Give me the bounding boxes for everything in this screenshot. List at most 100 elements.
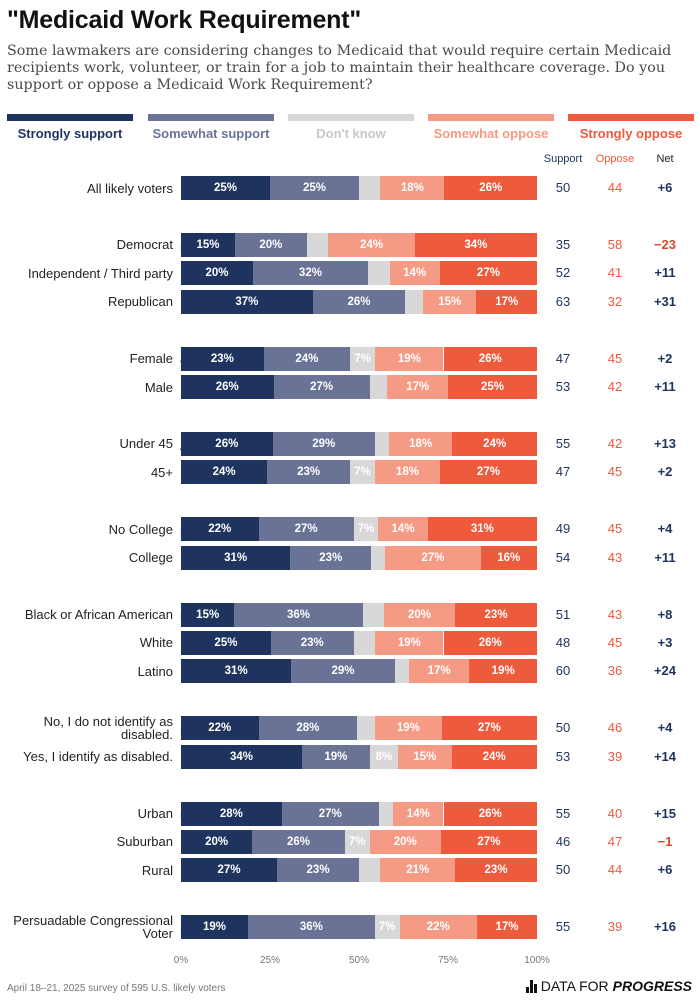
support-value: 47 [555,464,571,480]
oppose-value: 43 [607,549,623,565]
bar-segment: 28% [258,716,358,741]
bar-segment: 14% [393,801,444,826]
bar-segment [371,545,386,570]
net-value: +15 [653,805,677,821]
bar-segment [357,716,375,741]
bar-segment: 24% [328,232,415,257]
bar-segment: 20% [234,232,307,257]
bar-segment: 26% [181,431,273,456]
bar-segment [359,858,381,883]
support-value: 54 [555,549,571,565]
support-value: 55 [555,805,571,821]
bar-segment: 27% [181,858,278,883]
support-value: 49 [555,521,571,537]
bar-segment: 31% [427,517,537,542]
bar-segment: 26% [252,829,345,854]
support-column-header: Support [543,153,583,165]
legend-label: Don't know [316,126,386,141]
bar-segment: 26% [443,801,537,826]
bar-segment: 8% [369,744,399,769]
row-label: Independent / Third party [27,265,173,281]
oppose-value: 43 [607,606,623,622]
bar-segment: 17% [476,289,537,314]
bar-segment: 28% [181,801,282,826]
support-value: 52 [555,265,571,281]
net-value: −23 [653,236,677,252]
legend-swatch [148,114,274,121]
bar-segment: 17% [477,915,537,940]
row-label: Black or African American [24,607,173,622]
legend-item: Somewhat oppose [428,114,554,141]
bar-segment: 15% [423,289,477,314]
bar-segment: 27% [439,261,537,286]
bar-segment [394,659,409,684]
legend-item: Strongly support [7,114,133,141]
legend-swatch [288,114,414,121]
chart-subtitle: Some lawmakers are considering changes t… [7,43,672,93]
bar-segment: 25% [181,176,270,200]
bar-segment: 32% [252,261,368,286]
x-tick-label: 75% [437,955,458,966]
bar-segment: 23% [181,346,264,371]
bar-segment: 23% [455,858,537,883]
net-value: +11 [654,379,676,394]
brand-text: DATA FOR [540,978,609,994]
row-label: All likely voters [87,180,173,196]
bar-segment: 7% [353,517,379,542]
bar-segment: 19% [181,915,248,940]
support-value: 50 [555,180,571,195]
net-value: +6 [657,862,673,878]
bar-segment [405,289,424,314]
bar-segment [306,232,329,257]
support-value: 53 [555,379,571,394]
row-label: Latino [137,663,173,679]
bar-segment: 23% [277,858,359,883]
net-value: +6 [657,180,673,195]
oppose-value: 36 [607,663,623,679]
bar-segment [367,261,390,286]
support-value: 35 [555,236,571,252]
bar-segment: 17% [387,375,448,399]
oppose-value: 58 [607,236,623,252]
net-value: +3 [657,634,673,650]
bar-segment: 18% [388,431,453,456]
oppose-value: 42 [607,379,623,394]
bar-segment: 27% [441,716,537,741]
net-value: +4 [657,521,673,537]
bar-segment: 24% [451,744,537,769]
net-value: +11 [654,265,676,281]
bar-segment: 29% [291,659,395,684]
oppose-value: 39 [607,919,623,935]
support-value: 55 [555,919,571,935]
support-value: 60 [555,663,571,679]
row-label: Rural [141,862,173,878]
bar-segment: 27% [385,545,481,570]
row-label: Female [129,351,173,367]
bar-segment [378,801,394,826]
legend-label: Strongly support [17,126,123,141]
bar-segment: 22% [181,716,259,741]
oppose-value: 32 [607,293,623,309]
bar-segment: 27% [273,375,370,399]
bar-segment: 7% [374,915,400,940]
bar-segment: 20% [181,829,253,854]
legend-swatch [7,114,133,121]
bar-segment: 26% [444,176,537,200]
legend-swatch [568,114,694,121]
bar-segment: 26% [181,375,274,399]
x-tick-label: 0% [173,955,189,966]
bar-segment: 23% [455,602,537,627]
oppose-value: 45 [607,464,623,480]
net-value: +14 [653,748,677,764]
x-tick-label: 50% [348,955,369,966]
bar-segment [369,375,388,399]
net-value: +16 [653,919,677,935]
support-value: 53 [555,748,571,764]
support-value: 50 [555,720,571,736]
row-label: White [139,635,173,651]
oppose-value: 45 [607,350,623,366]
bar-segment: 34% [181,744,303,769]
row-label: Yes, I identify as disabled. [23,749,173,765]
bar-segment: 26% [443,630,537,655]
bar-segment: 19% [375,630,444,655]
